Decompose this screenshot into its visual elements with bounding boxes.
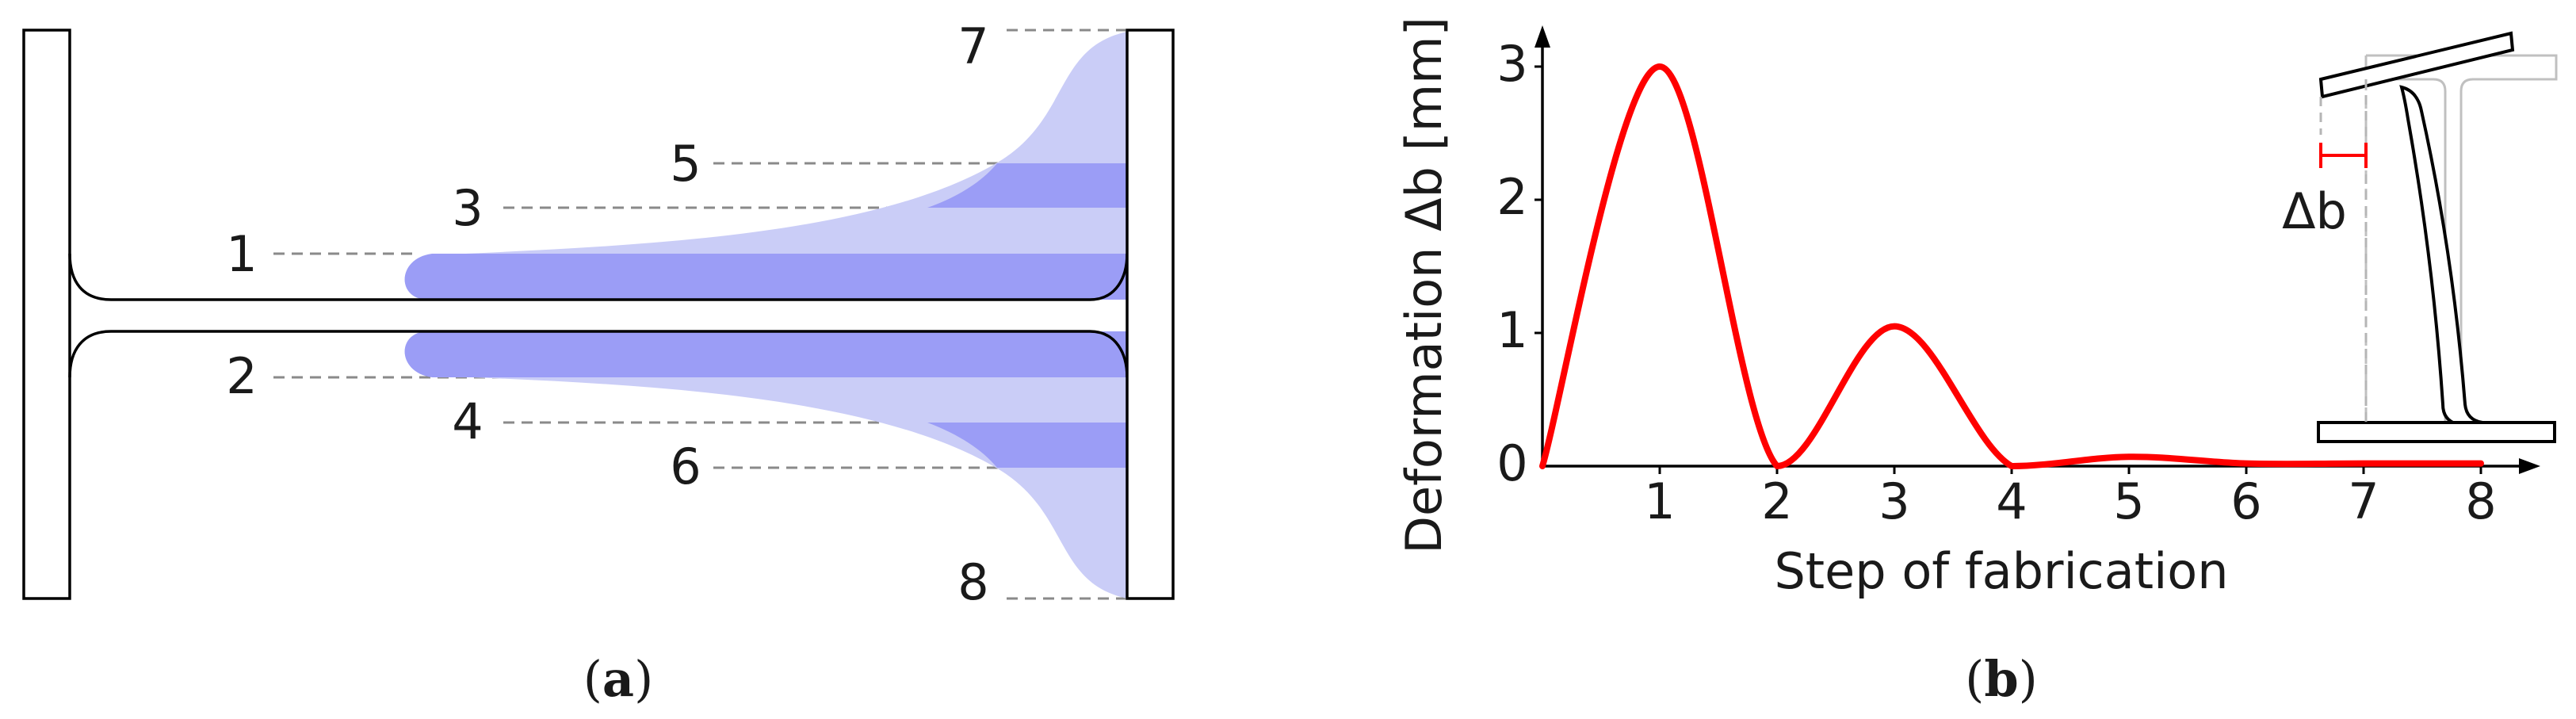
panel-b-sublabel: (b) — [1965, 650, 2038, 708]
y-axis-arrow-icon — [1535, 25, 1550, 48]
y-axis-label: Deformation Δb [mm] — [1395, 17, 1453, 554]
chart-axes — [1541, 40, 2524, 468]
x-tick-label: 4 — [1996, 472, 2027, 530]
delta-b-indicator — [2319, 143, 2368, 168]
left-flange — [22, 29, 71, 600]
beam-web — [2399, 85, 2483, 426]
x-axis-arrow-icon — [2519, 458, 2540, 474]
layer-label-5: 5 — [670, 135, 701, 193]
web-upper-edge — [68, 253, 1129, 301]
series-line-deformation — [1539, 63, 2484, 469]
x-tick-label: 7 — [2348, 472, 2379, 530]
y-tick-label: 3 — [1496, 35, 1527, 93]
leader-lines — [273, 29, 1126, 600]
y-ticks: 0 1 2 3 — [1496, 35, 1542, 492]
x-axis-label: Step of fabrication — [1774, 542, 2228, 600]
x-tick-label: 1 — [1644, 472, 1675, 530]
layer-label-7: 7 — [957, 17, 988, 75]
y-tick-label: 2 — [1496, 168, 1527, 226]
panel-a: 1 2 3 4 5 6 7 8 (a) — [22, 17, 1175, 708]
layer-label-8: 8 — [957, 553, 988, 611]
weld-layer-5 — [927, 163, 1127, 208]
beam-top-flange — [2318, 31, 2515, 99]
weld-layer-2 — [404, 331, 1127, 377]
web-lower-edge — [68, 330, 1129, 378]
delta-b-label: Δb — [2282, 182, 2347, 240]
beam-sketch: Δb — [2282, 31, 2558, 443]
layer-label-2: 2 — [226, 347, 257, 405]
panel-b: 1 2 3 4 5 6 7 8 0 1 2 3 Step of fabrication Deform… — [1395, 17, 2558, 708]
x-tick-label: 8 — [2465, 472, 2496, 530]
layer-label-1: 1 — [226, 225, 257, 283]
layer-label-6: 6 — [670, 438, 701, 495]
layer-label-3: 3 — [452, 179, 483, 237]
y-tick-label: 1 — [1496, 301, 1527, 359]
weld-layer-1 — [404, 254, 1127, 300]
x-tick-label: 3 — [1878, 472, 1909, 530]
layer-label-4: 4 — [452, 392, 483, 450]
right-flange — [1126, 29, 1175, 600]
panel-a-sublabel: (a) — [583, 650, 654, 708]
weld-layer-8 — [404, 331, 1127, 599]
beam-bottom-flange — [2317, 421, 2556, 443]
weld-layer-6 — [927, 423, 1127, 468]
weld-layer-7 — [404, 32, 1127, 300]
x-ticks: 1 2 3 4 5 6 7 8 — [1644, 466, 2497, 530]
y-tick-label: 0 — [1496, 434, 1527, 492]
x-tick-label: 6 — [2230, 472, 2261, 530]
x-tick-label: 2 — [1761, 472, 1792, 530]
x-tick-label: 5 — [2113, 472, 2144, 530]
